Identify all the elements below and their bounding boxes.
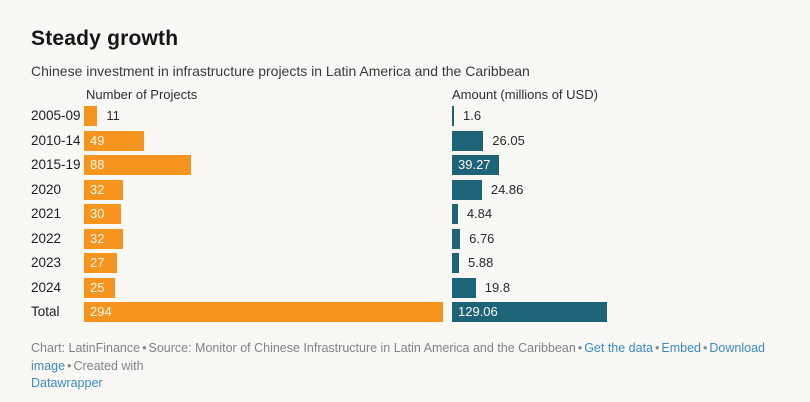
embed-link[interactable]: Embed xyxy=(661,341,702,355)
row-label: 2010-14 xyxy=(31,132,81,148)
footer-line-2: Datawrapper xyxy=(31,375,803,393)
bar-value-label: 4.84 xyxy=(466,206,493,221)
footer-created-with: Created with xyxy=(73,358,144,373)
chart-row: 2015-19 88 39.27 xyxy=(31,155,779,175)
amount-bar-cell: 26.05 xyxy=(452,130,525,151)
bar-value-label: 19.8 xyxy=(484,279,511,295)
column-header-amount: Amount (millions of USD) xyxy=(452,87,598,102)
projects-bar-cell: 27 xyxy=(84,253,117,273)
amount-bar-cell: 4.84 xyxy=(452,204,492,224)
amount-bar xyxy=(452,179,482,200)
chart-row: 2010-14 49 26.05 xyxy=(31,130,779,151)
bar-value-label: 32 xyxy=(90,181,105,197)
projects-bar-cell: 88 xyxy=(84,155,192,175)
bar-value-label: 25 xyxy=(90,279,105,295)
get-data-link[interactable]: Get the data xyxy=(584,341,654,355)
projects-bar-cell: 25 xyxy=(84,277,115,298)
datawrapper-link[interactable]: Datawrapper xyxy=(31,376,103,390)
amount-bar-cell: 19.8 xyxy=(452,277,510,298)
footer-source: Source: Monitor of Chinese Infrastructur… xyxy=(148,341,576,355)
bar-value-label: 294 xyxy=(90,304,112,319)
bar-value-label: 5.88 xyxy=(468,255,494,270)
bar-value-label: 1.6 xyxy=(463,108,482,123)
bar-value-label: 24.86 xyxy=(490,181,524,197)
separator-dot: • xyxy=(655,341,660,355)
row-label: 2022 xyxy=(31,230,62,246)
bar-value-label: 49 xyxy=(90,132,105,148)
bar-value-label: 11 xyxy=(106,108,120,123)
chart-row: 2020 32 24.86 xyxy=(31,179,779,200)
projects-bar xyxy=(84,277,115,298)
row-label: Total xyxy=(31,304,60,319)
row-label: 2021 xyxy=(31,206,62,221)
column-header-projects: Number of Projects xyxy=(86,87,198,102)
row-label: 2005-09 xyxy=(31,108,81,123)
projects-bar xyxy=(84,253,117,273)
row-label: 2015-19 xyxy=(31,157,81,172)
bar-value-label: 32 xyxy=(90,230,105,246)
amount-bar xyxy=(452,155,500,175)
projects-bar xyxy=(84,106,98,126)
footer-credit: Chart: LatinFinance xyxy=(31,341,141,355)
projects-bar-cell: 294 xyxy=(84,302,443,322)
amount-bar-cell: 129.06 xyxy=(452,302,607,322)
bar-value-label: 129.06 xyxy=(458,304,498,319)
chart-row: 2022 32 6.76 xyxy=(31,228,779,249)
chart-subtitle: Chinese investment in infrastructure pro… xyxy=(31,63,530,79)
bar-value-label: 26.05 xyxy=(492,132,525,148)
amount-bar xyxy=(452,253,460,273)
projects-bar xyxy=(84,179,124,200)
download-image-link[interactable]: Download image xyxy=(31,341,765,373)
chart-row: Total 294 129.06 xyxy=(31,302,779,322)
chart-row: 2023 27 5.88 xyxy=(31,253,779,273)
chart-row: 2021 30 4.84 xyxy=(31,204,779,224)
separator-dot: • xyxy=(67,358,72,373)
row-label: 2020 xyxy=(31,181,62,197)
chart-row: 2024 25 19.8 xyxy=(31,277,779,298)
footer-line-1: Chart: LatinFinance • Source: Monitor of C… xyxy=(31,340,803,375)
amount-bar-cell: 24.86 xyxy=(452,179,523,200)
bar-rows: 2005-09 11 1.6 2010-14 49 26.05 2015-19 88 39.27… xyxy=(31,106,779,327)
bar-value-label: 39.27 xyxy=(458,157,491,172)
bar-value-label: 6.76 xyxy=(469,230,495,246)
bar-value-label: 30 xyxy=(90,206,105,221)
amount-bar-cell: 1.6 xyxy=(452,106,481,126)
amount-bar xyxy=(452,228,461,249)
separator-dot: • xyxy=(577,341,583,355)
projects-bar xyxy=(84,228,124,249)
projects-bar xyxy=(84,130,144,151)
projects-bar-cell: 49 xyxy=(84,130,144,151)
projects-bar-cell: 11 xyxy=(84,106,120,126)
projects-bar-cell: 32 xyxy=(84,228,124,249)
projects-bar xyxy=(84,302,443,322)
amount-bar-cell: 39.27 xyxy=(452,155,500,175)
bar-value-label: 88 xyxy=(90,157,105,172)
chart-row: 2005-09 11 1.6 xyxy=(31,106,779,126)
amount-bar xyxy=(452,130,484,151)
projects-bar xyxy=(84,155,192,175)
projects-bar-cell: 30 xyxy=(84,204,121,224)
chart-title: Steady growth xyxy=(31,27,179,50)
row-label: 2023 xyxy=(31,255,62,270)
amount-bar xyxy=(452,204,458,224)
amount-bar xyxy=(452,106,454,126)
projects-bar-cell: 32 xyxy=(84,179,124,200)
separator-dot: • xyxy=(703,341,708,355)
footer-attribution: Chart: LatinFinance • Source: Monitor of C… xyxy=(31,340,803,393)
row-label: 2024 xyxy=(31,279,62,295)
projects-bar xyxy=(84,204,121,224)
amount-bar-cell: 5.88 xyxy=(452,253,493,273)
amount-bar xyxy=(452,302,607,322)
separator-dot: • xyxy=(142,341,147,355)
amount-bar-cell: 6.76 xyxy=(452,228,494,249)
bar-value-label: 27 xyxy=(90,255,105,270)
amount-bar xyxy=(452,277,476,298)
